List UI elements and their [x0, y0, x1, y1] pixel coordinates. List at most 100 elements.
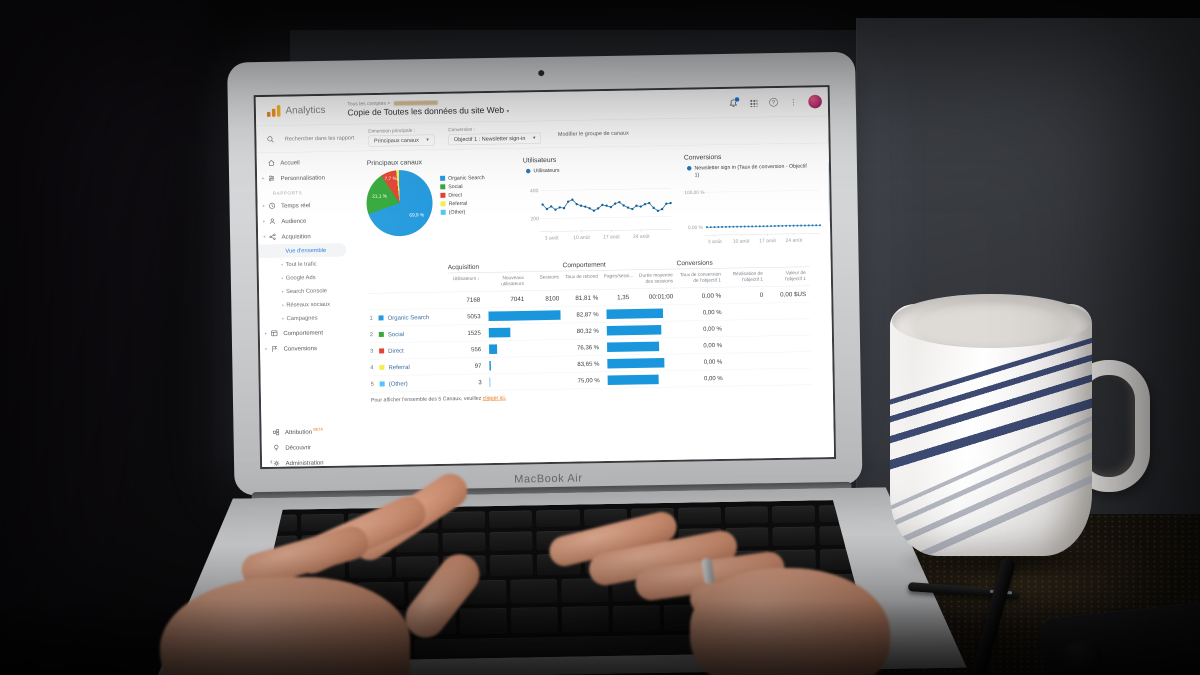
- channels-pie-chart[interactable]: 69,9 % 21,1 % 7,7 %: [365, 169, 434, 237]
- total-bounce: 81,81 %: [563, 289, 603, 307]
- cell-completions-empty: [726, 352, 769, 370]
- row-rank: 5: [370, 381, 374, 388]
- col-header-users[interactable]: Utilisateurs ↓: [447, 272, 485, 293]
- svg-text:3 août: 3 août: [708, 239, 723, 245]
- cell-users: 1525: [448, 324, 485, 342]
- channel-swatch-icon: [378, 315, 384, 321]
- help-icon[interactable]: ?: [768, 97, 778, 107]
- channel-link[interactable]: Social: [387, 330, 405, 338]
- cell-users: 556: [448, 341, 486, 359]
- sidebar-item-label: Administration: [285, 458, 324, 467]
- collapse-sidebar-icon[interactable]: ‹: [269, 457, 273, 466]
- sidebar-item-temps-reel[interactable]: ▸ Temps réel: [257, 196, 355, 213]
- expander-icon: ▸: [265, 346, 268, 351]
- cell-conv-rate: 0,00 %: [677, 320, 726, 338]
- pie-slice-label: 7,7 %: [384, 175, 397, 182]
- col-header-bounce[interactable]: Taux de rebond: [562, 270, 603, 291]
- apps-grid-icon[interactable]: [748, 98, 758, 108]
- users-bar: [489, 377, 491, 387]
- conversions-line-chart[interactable]: 100,00 % 0,00 % 3 août 10 août 17 août 24 aoû…: [683, 177, 822, 251]
- sidebar-item-decouvrir[interactable]: Découvrir: [262, 438, 360, 455]
- total-duration: 00:01:00: [633, 288, 678, 306]
- bounce-bar: [607, 357, 665, 369]
- cell-users: 3: [449, 374, 486, 392]
- col-header-completions[interactable]: Réalisation de l'objectif 1: [724, 267, 768, 288]
- cell-users: 5053: [448, 308, 485, 326]
- product-name: Analytics: [285, 104, 326, 117]
- sidebar-item-attribution[interactable]: Attribution BETA: [261, 423, 359, 440]
- channel-link[interactable]: Organic Search: [387, 313, 430, 322]
- pie-zone: 69,9 % 21,1 % 7,7 % Organic Search Social Di…: [365, 168, 523, 237]
- edit-channel-group-link[interactable]: Modifier le groupe de canaux: [557, 129, 629, 138]
- legend-item-(Other): (Other): [440, 209, 486, 216]
- users-bar-cell: [484, 306, 564, 325]
- col-header-pages[interactable]: Pages/sessi...: [601, 270, 633, 290]
- cell-conv-rate: 0,00 %: [678, 353, 727, 371]
- legend-dot-icon: [686, 165, 692, 171]
- legend-label: Social: [448, 183, 463, 190]
- conversion-dropdown[interactable]: Objectif 1 : Newsletter sign-in ▾: [448, 132, 542, 145]
- col-header-sessions[interactable]: Sessions: [527, 271, 564, 291]
- notifications-icon[interactable]: [728, 96, 740, 108]
- flag-icon: [270, 344, 278, 352]
- users-bar-cell: [484, 323, 564, 342]
- laptop-screen: Analytics Tous les comptes > Copie de To…: [253, 85, 837, 470]
- legend-label: Organic Search: [448, 174, 485, 182]
- users-bar: [489, 360, 491, 371]
- cell-completions-empty: [725, 303, 768, 321]
- bounce-bar-cell: [602, 321, 678, 340]
- sidebar-item-administration[interactable]: Administration: [262, 454, 360, 469]
- svg-text:200: 200: [530, 216, 539, 222]
- sort-desc-icon: ↓: [477, 275, 480, 282]
- pie-card-title: Principaux canaux: [366, 158, 423, 167]
- sidebar-item-audience[interactable]: ▸ Audience: [258, 212, 356, 229]
- sidebar-item-label: Découvrir: [285, 443, 312, 451]
- sidebar-item-conversions[interactable]: ▸ Conversions: [260, 339, 358, 356]
- table-row-channel: 1 Organic Search: [368, 308, 449, 327]
- sidebar-item-personnalisation[interactable]: ▸ Personnalisation: [257, 169, 355, 186]
- channels-table: Acquisition Comportement Conversions Uti…: [367, 254, 826, 393]
- sidebar-subitem-label: Réseaux sociaux: [286, 301, 331, 308]
- users-bar: [488, 310, 561, 321]
- svg-text:10 août: 10 août: [573, 235, 590, 241]
- page-title[interactable]: Copie de Toutes les données du site Web ▾: [347, 105, 510, 118]
- sidebar-item-accueil[interactable]: Accueil: [257, 153, 355, 170]
- expander-icon: ▸: [264, 330, 268, 336]
- users-bar-cell: [484, 339, 565, 358]
- primary-dimension-group: Dimension principale : Principaux canaux…: [368, 127, 435, 147]
- svg-text:17 août: 17 août: [603, 234, 620, 240]
- expander-icon: ▸: [263, 218, 266, 224]
- cell-bounce: 83,65 %: [564, 355, 604, 373]
- show-all-channels-link[interactable]: cliquer ici.: [482, 394, 507, 402]
- row-rank: 4: [370, 364, 374, 371]
- col-header-duration[interactable]: Durée moyenne des sessions: [632, 269, 678, 290]
- scrollbar[interactable]: [827, 162, 833, 223]
- total-completions: 0: [725, 286, 768, 304]
- cell-value-empty: [767, 302, 811, 320]
- cell-value-empty: [768, 351, 812, 370]
- svg-text:10 août: 10 août: [733, 239, 750, 245]
- sidebar-subitem-label: Google Ads: [285, 274, 316, 281]
- bounce-bar: [606, 308, 663, 319]
- primary-dimension-label: Dimension principale :: [368, 127, 416, 134]
- col-header-new-users[interactable]: Nouveaux utilisateurs: [483, 272, 529, 292]
- table-row-channel: 3 Direct: [368, 341, 450, 360]
- col-header-value[interactable]: Valeur de l'objectif 1: [766, 267, 811, 287]
- primary-dimension-dropdown[interactable]: Principaux canaux ▾: [368, 134, 435, 147]
- sidebar-subitem-label: Campagnes: [286, 314, 318, 322]
- channel-link[interactable]: Direct: [388, 347, 404, 355]
- more-vert-icon[interactable]: ⋮: [789, 97, 798, 107]
- channel-link[interactable]: (Other): [388, 379, 408, 388]
- cell-completions-empty: [725, 319, 768, 337]
- sidebar-item-acquisition[interactable]: ▾ Acquisition: [258, 227, 356, 244]
- sidebar-item-comportement[interactable]: ▸ Comportement: [260, 324, 358, 341]
- header-title-block: Tous les comptes > Copie de Toutes les d…: [347, 98, 509, 118]
- legend-dot-icon: [525, 168, 531, 174]
- avatar[interactable]: [808, 94, 822, 109]
- col-header-conv-rate[interactable]: Taux de conversion de l'objectif 1: [676, 268, 726, 289]
- bounce-bar-cell: [602, 337, 679, 356]
- users-line-chart[interactable]: 400 200 3 août 10 août 17 août 24 août: [522, 173, 684, 247]
- legend-label: Direct: [448, 192, 463, 199]
- search-input[interactable]: [283, 134, 357, 143]
- channel-link[interactable]: Referral: [388, 363, 410, 371]
